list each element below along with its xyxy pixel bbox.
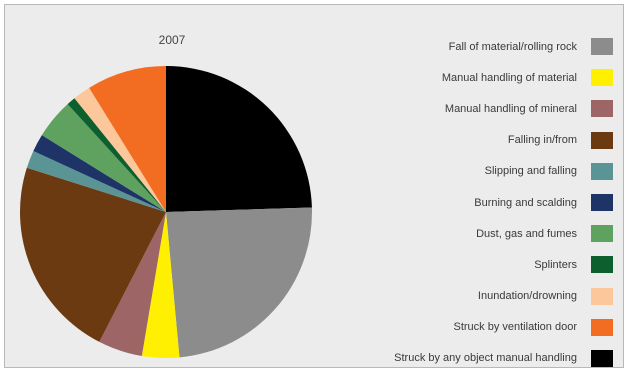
legend-label: Fall of material/rolling rock bbox=[448, 40, 577, 53]
legend-label: Struck by ventilation door bbox=[453, 321, 577, 334]
pie-slice-manual-handling-of-material bbox=[141, 212, 180, 359]
pie-slice-dust-gas-and-fumes bbox=[41, 104, 167, 212]
legend-swatch bbox=[591, 318, 613, 336]
legend-item: Burning and scalding bbox=[394, 187, 613, 218]
pie-slice-manual-handling-of-mineral bbox=[99, 212, 166, 356]
legend-label: Splinters bbox=[534, 258, 577, 271]
legend-label: Dust, gas and fumes bbox=[476, 227, 577, 240]
pie-slice-struck-by-any-object-manual-handling bbox=[166, 66, 312, 212]
legend-swatch bbox=[591, 194, 613, 212]
legend-item: Inundation/drowning bbox=[394, 281, 613, 312]
legend-swatch bbox=[591, 256, 613, 274]
legend: Fall of material/rolling rock Manual hand… bbox=[394, 31, 613, 367]
legend-swatch bbox=[591, 287, 613, 305]
legend-item: Manual handling of mineral bbox=[394, 93, 613, 124]
legend-item: Struck by ventilation door bbox=[394, 312, 613, 343]
legend-swatch bbox=[591, 100, 613, 118]
legend-swatch bbox=[591, 225, 613, 243]
legend-item: Falling in/from bbox=[394, 125, 613, 156]
legend-label: Slipping and falling bbox=[484, 165, 577, 178]
pie-slice-slipping-and-falling bbox=[26, 150, 167, 212]
legend-swatch bbox=[591, 349, 613, 367]
legend-swatch bbox=[591, 69, 613, 87]
pie-slice-falling-in-from bbox=[20, 167, 166, 342]
legend-label: Manual handling of material bbox=[441, 71, 577, 84]
legend-swatch bbox=[591, 38, 613, 56]
legend-swatch bbox=[591, 162, 613, 180]
chart-frame: 2007 Fall of material/rolling rock Manual… bbox=[4, 4, 624, 368]
legend-item: Fall of material/rolling rock bbox=[394, 31, 613, 62]
pie-slice-struck-by-ventilation-door bbox=[89, 66, 166, 212]
legend-item: Struck by any object manual handling bbox=[394, 343, 613, 367]
pie-slice-burning-and-scalding bbox=[33, 135, 166, 212]
legend-label: Inundation/drowning bbox=[477, 290, 577, 303]
legend-swatch bbox=[591, 131, 613, 149]
legend-label: Falling in/from bbox=[507, 134, 577, 147]
legend-item: Slipping and falling bbox=[394, 156, 613, 187]
legend-label: Manual handling of mineral bbox=[444, 102, 577, 115]
legend-label: Struck by any object manual handling bbox=[394, 352, 577, 365]
legend-item: Splinters bbox=[394, 249, 613, 280]
chart-title: 2007 bbox=[158, 33, 186, 47]
pie-slice-fall-of-material-rolling-rock bbox=[166, 207, 312, 358]
pie-slice-inundation-drowning bbox=[74, 87, 166, 212]
pie-slice-splinters bbox=[67, 98, 166, 212]
legend-label: Burning and scalding bbox=[474, 196, 577, 209]
legend-item: Dust, gas and fumes bbox=[394, 218, 613, 249]
legend-item: Manual handling of material bbox=[394, 62, 613, 93]
pie-chart bbox=[20, 66, 312, 359]
